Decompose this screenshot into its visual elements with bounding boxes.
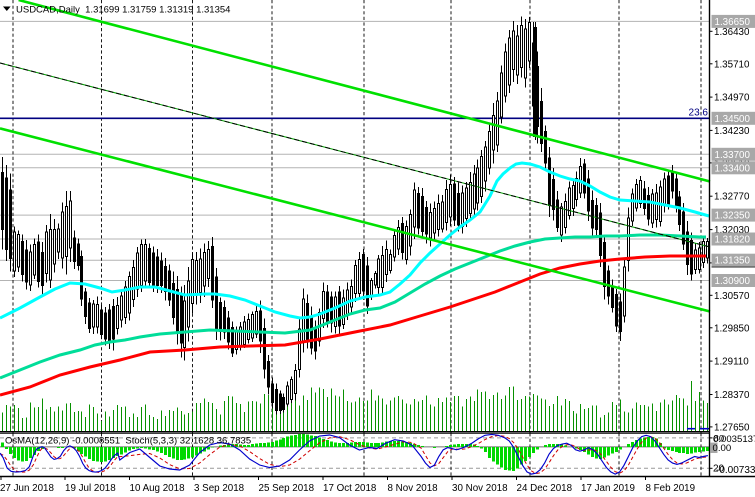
svg-text:1.27650: 1.27650 xyxy=(714,422,750,433)
svg-text:1.34500: 1.34500 xyxy=(715,114,751,125)
svg-text:1.30570: 1.30570 xyxy=(714,291,750,302)
svg-text:1.36650: 1.36650 xyxy=(715,17,751,28)
svg-text:27 Jun 2018: 27 Jun 2018 xyxy=(0,483,54,494)
svg-text:1.29110: 1.29110 xyxy=(714,357,749,368)
svg-text:1.34230: 1.34230 xyxy=(714,126,750,137)
svg-text:0.0035137: 0.0035137 xyxy=(713,434,755,445)
svg-text:1.29850: 1.29850 xyxy=(714,323,750,334)
svg-text:1.33700: 1.33700 xyxy=(715,150,751,161)
svg-text:20: 20 xyxy=(713,464,725,475)
svg-text:1.33400: 1.33400 xyxy=(715,163,751,174)
svg-text:1.35710: 1.35710 xyxy=(714,59,750,70)
svg-text:17 Oct 2018: 17 Oct 2018 xyxy=(323,483,377,494)
svg-text:23.6: 23.6 xyxy=(689,107,709,118)
svg-text:1.30900: 1.30900 xyxy=(715,276,751,287)
svg-text:OsMA(12,26,9) -0.0008551 Stoc: OsMA(12,26,9) -0.0008551 Stoch(5,3,3) 32… xyxy=(5,436,251,447)
svg-text:30 Nov 2018: 30 Nov 2018 xyxy=(452,483,508,494)
svg-text:24 Dec 2018: 24 Dec 2018 xyxy=(517,483,573,494)
svg-text:0.00: 0.00 xyxy=(713,443,732,454)
svg-text:1.32030: 1.32030 xyxy=(714,225,750,236)
svg-text:1.31350: 1.31350 xyxy=(715,256,751,267)
svg-text:1.28370: 1.28370 xyxy=(714,390,750,401)
svg-text:80: 80 xyxy=(714,433,725,444)
svg-text:1.32350: 1.32350 xyxy=(715,211,751,222)
svg-text:1.34970: 1.34970 xyxy=(714,93,750,104)
svg-text:10 Aug 2018: 10 Aug 2018 xyxy=(130,483,186,494)
svg-text:3 Sep 2018: 3 Sep 2018 xyxy=(194,483,245,494)
svg-text:1.31820: 1.31820 xyxy=(715,235,751,246)
svg-text:19 Jul 2018: 19 Jul 2018 xyxy=(65,483,116,494)
svg-text:1.36430: 1.36430 xyxy=(714,27,750,38)
svg-text:17 Jan 2019: 17 Jan 2019 xyxy=(581,483,635,494)
svg-text:8 Feb 2019: 8 Feb 2019 xyxy=(646,483,696,494)
svg-text:USDCAD,Daily 1.31699 1.31759: USDCAD,Daily 1.31699 1.31759 1.31319 1.3… xyxy=(16,4,230,15)
svg-text:8 Nov 2018: 8 Nov 2018 xyxy=(388,483,439,494)
svg-text:-0.0073364: -0.0073364 xyxy=(716,465,755,476)
svg-text:25 Sep 2018: 25 Sep 2018 xyxy=(259,483,315,494)
svg-text:1.32770: 1.32770 xyxy=(714,192,750,203)
